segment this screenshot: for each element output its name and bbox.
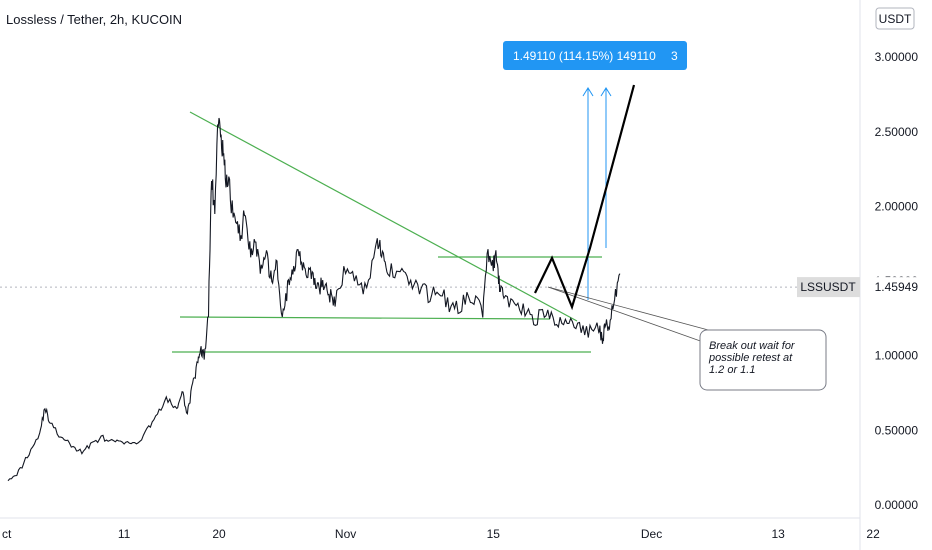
annotation-line: Break out wait for <box>709 340 796 352</box>
symbol-badge <box>797 277 860 298</box>
annotation-text: Break out wait for possible retest at 1.2 … <box>708 340 796 376</box>
x-tick-label: Nov <box>335 527 356 541</box>
currency-badge[interactable] <box>875 7 915 30</box>
annotation-box[interactable] <box>699 329 827 391</box>
x-tick-label: 22 <box>866 527 880 541</box>
descending-trendline[interactable] <box>189 111 578 322</box>
measure-label-extra: 3 <box>671 49 678 63</box>
y-tick-label: 0.50000 <box>875 423 919 437</box>
annotation-line: possible retest at <box>708 352 793 364</box>
currency-label: USDT <box>879 12 912 26</box>
chart-title: Lossless / Tether, 2h, KUCOIN <box>6 12 182 27</box>
y-tick-label: 3.00000 <box>875 50 919 64</box>
target-arrow-head <box>600 87 612 97</box>
x-tick-label: ct <box>2 527 12 541</box>
x-tick-label: 13 <box>771 527 785 541</box>
x-tick-label: Dec <box>641 527 662 541</box>
last-price-label: 1.45949 <box>875 280 919 294</box>
last-price-badge <box>861 277 932 298</box>
symbol-label: LSSUSDT <box>800 280 856 294</box>
y-tick-label: 2.50000 <box>875 125 919 139</box>
y-tick-label: 1.00000 <box>875 349 919 363</box>
measure-label: 1.49110 (114.15%) 149110 <box>513 49 656 63</box>
projected-price-path[interactable] <box>534 84 636 311</box>
target-arrow-head <box>582 87 594 97</box>
x-tick-label: 11 <box>118 527 131 541</box>
measure-label-box[interactable] <box>503 41 687 70</box>
y-tick-label: 0.00000 <box>875 498 919 512</box>
price-series-line <box>7 117 621 482</box>
x-tick-label: 15 <box>487 527 501 541</box>
support-line-upper[interactable] <box>179 316 551 320</box>
x-tick-label: 20 <box>212 527 226 541</box>
callout-pointer <box>547 286 713 344</box>
y-tick-label: 2.00000 <box>875 199 919 213</box>
annotation-line: 1.2 or 1.1 <box>709 364 755 376</box>
